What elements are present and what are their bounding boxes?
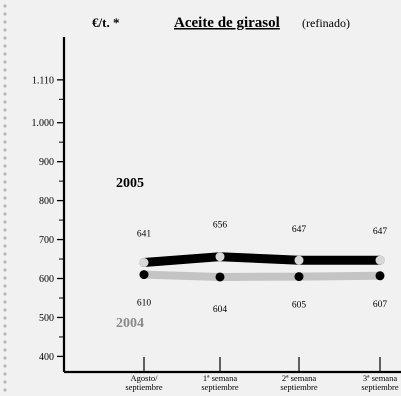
border-dot [3,4,7,8]
border-dot [3,116,7,120]
y-tick-label: 400 [39,352,54,363]
border-dot [3,324,7,328]
data-point [375,255,385,265]
border-dot [3,380,7,384]
data-label: 647 [292,225,307,235]
y-tick-label: 700 [39,235,54,246]
border-dot [3,244,7,248]
data-label: 607 [373,300,388,310]
border-dot [3,180,7,184]
series-line [139,252,385,268]
data-point [215,252,225,262]
data-point [215,272,225,282]
border-dot [3,132,7,136]
border-dot [3,308,7,312]
x-category-label: 2ª semana septiembre [280,373,318,392]
y-tick-label: 800 [39,196,54,207]
border-dot [3,292,7,296]
data-label: 604 [213,305,228,315]
border-dot [3,108,7,112]
x-category-label: Agosto/septiembre [125,373,163,392]
data-label: 610 [137,299,152,309]
y-tick-label: 600 [39,274,54,285]
border-dot [3,204,7,208]
border-dot [3,60,7,64]
series-label-2005: 2005 [116,176,144,191]
border-dot [3,332,7,336]
border-dot [3,276,7,280]
data-label: 647 [373,227,388,237]
border-dot [3,28,7,32]
border-dot [3,100,7,104]
border-dot [3,124,7,128]
border-dot [3,52,7,56]
y-tick-label: 500 [39,313,54,324]
series-label-2004: 2004 [116,316,144,331]
data-label: 605 [292,301,307,311]
border-dot [3,20,7,24]
border-dot [3,92,7,96]
border-dot [3,164,7,168]
y-tick-label: 1.000 [32,118,55,129]
series-layer: 641 656 647 647 610 604 605 607 2005 2004 [116,176,387,331]
x-category-label: 1ª semana septiembre [201,373,239,392]
border-dot [3,356,7,360]
border-dot [3,236,7,240]
data-point [294,255,304,265]
border-dot [3,388,7,392]
border-dot [3,260,7,264]
border-dot [3,68,7,72]
y-tick-label: 900 [39,157,54,168]
x-category-label: 3ª semana septiembre [361,373,399,392]
data-point [294,272,304,282]
border-dot [3,172,7,176]
dotted-border [3,4,7,392]
y-tick-label: 1.110 [32,75,54,86]
border-dot [3,284,7,288]
data-point [375,271,385,281]
border-dot [3,316,7,320]
border-dot [3,372,7,376]
border-dot [3,348,7,352]
border-dot [3,228,7,232]
border-dot [3,212,7,216]
border-dot [3,156,7,160]
border-dot [3,300,7,304]
data-label: 656 [213,221,228,231]
border-dot [3,44,7,48]
data-point [139,258,149,268]
border-dot [3,36,7,40]
chart-subtitle: (refinado) [302,16,350,30]
data-point [139,270,149,280]
border-dot [3,188,7,192]
border-dot [3,140,7,144]
border-dot [3,268,7,272]
border-dot [3,12,7,16]
border-dot [3,252,7,256]
border-dot [3,76,7,80]
unit-label: €/t. * [92,15,119,30]
x-axis-ticks: Agosto/septiembre 1ª semana septiembre 2ª s… [125,357,399,392]
border-dot [3,196,7,200]
chart-title: Aceite de girasol [174,15,280,31]
y-axis-ticks: 1.110 1.000 900 800 700 600 500 400 [32,75,64,363]
border-dot [3,84,7,88]
border-dot [3,220,7,224]
series-line [140,270,384,281]
data-label: 641 [137,230,152,240]
border-dot [3,340,7,344]
border-dot [3,148,7,152]
border-dot [3,364,7,368]
